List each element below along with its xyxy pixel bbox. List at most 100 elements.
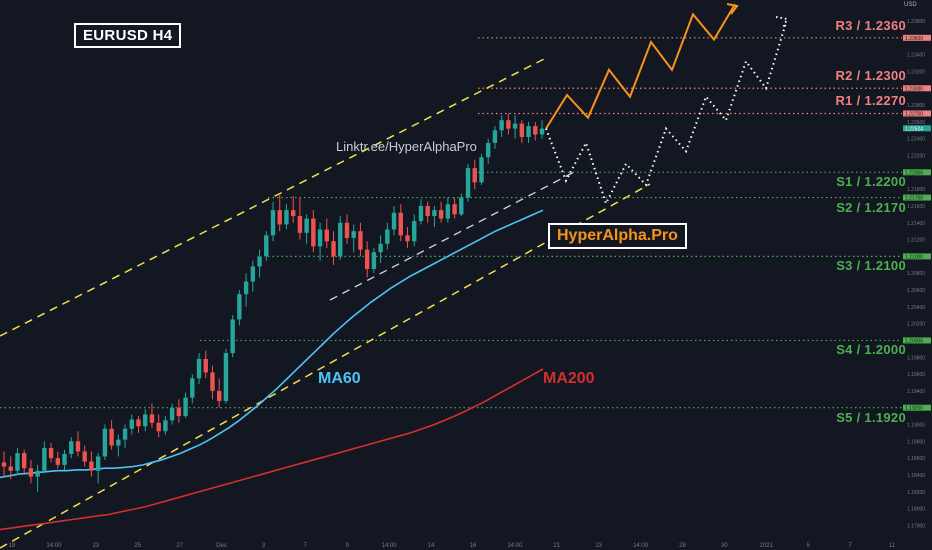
level-price-tag [903, 85, 931, 92]
level-label-5: S2 / 1.2170 [836, 199, 906, 215]
candle-body [492, 130, 498, 143]
y-tick-label: 1.23800 [907, 19, 925, 25]
candle-body [122, 428, 128, 440]
candle-body [237, 294, 242, 320]
candle-body [243, 281, 249, 295]
level-price-tag-text: 1.22000 [905, 170, 923, 176]
projection-up-path [545, 3, 736, 130]
ma60-label: MA60 [318, 370, 361, 387]
candle-body [472, 168, 477, 183]
x-tick-label: 11 [889, 543, 896, 549]
candle-body [533, 126, 538, 135]
candle-body [8, 466, 13, 471]
level-label-3: R1 / 1.2270 [835, 93, 906, 109]
y-tick-label: 1.18000 [907, 507, 925, 513]
level-price-tag [903, 337, 931, 344]
y-tick-label: 1.21800 [907, 187, 925, 193]
candle-body [351, 231, 356, 238]
x-tick-label: 27 [176, 543, 183, 549]
y-tick-label: 1.20400 [907, 305, 925, 311]
channel-upper-line [0, 56, 549, 337]
candle-body [62, 453, 67, 465]
x-tick-label: 14:00 [633, 543, 649, 549]
y-tick-label: 1.20200 [907, 322, 925, 328]
ma200-line [0, 368, 544, 531]
last-price-tag [903, 125, 931, 132]
level-price-tag-text: 1.20000 [905, 338, 923, 344]
candle-body [230, 319, 235, 354]
candle-body [143, 414, 148, 427]
candle-body [324, 229, 329, 242]
watermark-text: Linktr.ee/HyperAlphaPro [336, 139, 477, 154]
candle-body [338, 222, 343, 257]
x-tick-label: 5 [807, 543, 811, 549]
candle-body [385, 229, 390, 244]
x-tick-label: 28 [679, 543, 686, 549]
candle-body [331, 241, 336, 257]
candle-body [425, 205, 430, 217]
x-tick-label: 30 [721, 543, 728, 549]
y-tick-label: 1.20800 [907, 271, 925, 277]
x-tick-label: 9 [346, 543, 350, 549]
x-tick-label: 23 [595, 543, 602, 549]
candle-body [539, 128, 545, 135]
candle-body [55, 458, 60, 465]
x-tick-label: 21 [553, 543, 560, 549]
candle-body [459, 197, 464, 215]
level-price-tag [903, 253, 931, 260]
candle-body [102, 428, 108, 457]
level-label-4: S1 / 1.2200 [836, 174, 906, 190]
candle-body [317, 229, 323, 247]
candle-body [364, 249, 370, 269]
channel-lower-line [0, 183, 651, 549]
candle-body [519, 123, 525, 138]
level-label-1: R3 / 1.2360 [835, 17, 906, 33]
level-label-8: S5 / 1.1920 [836, 409, 906, 425]
y-tick-label: 1.18200 [907, 490, 925, 496]
x-tick-label: 2021 [760, 543, 774, 549]
candle-body [15, 453, 20, 471]
candle-body [264, 235, 269, 257]
candle-body [210, 372, 215, 391]
candle-body [358, 231, 363, 250]
candle-body [129, 419, 134, 429]
candle-body [378, 243, 383, 253]
level-price-tag-text: 1.19200 [905, 406, 923, 412]
currency-label: USD [904, 2, 917, 8]
candle-body [163, 420, 168, 432]
y-tick-label: 1.19800 [907, 355, 925, 361]
candle-body [149, 414, 155, 423]
level-price-tag [903, 169, 931, 176]
y-tick-label: 1.18400 [907, 473, 925, 479]
candle-body [69, 441, 74, 454]
candle-body [432, 210, 437, 217]
brand-badge: HyperAlpha.Pro [548, 223, 687, 249]
level-label-6: S3 / 1.2100 [836, 258, 906, 274]
candle-body [412, 221, 417, 242]
candle-body [95, 456, 101, 471]
candle-body [28, 468, 34, 477]
y-tick-label: 1.22400 [907, 137, 925, 143]
candle-body [499, 120, 504, 131]
x-tick-label: 14 [428, 543, 435, 549]
candle-body [445, 204, 451, 219]
y-tick-label: 1.19600 [907, 372, 925, 378]
y-tick-label: 1.21200 [907, 238, 925, 244]
candle-body [196, 358, 202, 379]
y-tick-label: 1.19400 [907, 389, 925, 395]
level-price-tag-text: 1.21700 [905, 196, 923, 202]
symbol-title: EURUSD H4 [74, 23, 182, 48]
y-tick-label: 1.18800 [907, 439, 925, 445]
x-tick-label: 14:00 [46, 543, 62, 549]
candle-body [465, 168, 471, 198]
candle-body [217, 390, 222, 401]
x-tick-label: 7 [304, 543, 308, 549]
candle-body [75, 441, 81, 452]
y-tick-label: 1.22800 [907, 103, 925, 109]
y-tick-label: 1.17800 [907, 523, 925, 529]
candle-body [438, 210, 444, 219]
level-price-tag [903, 404, 931, 411]
candle-body [89, 461, 94, 471]
